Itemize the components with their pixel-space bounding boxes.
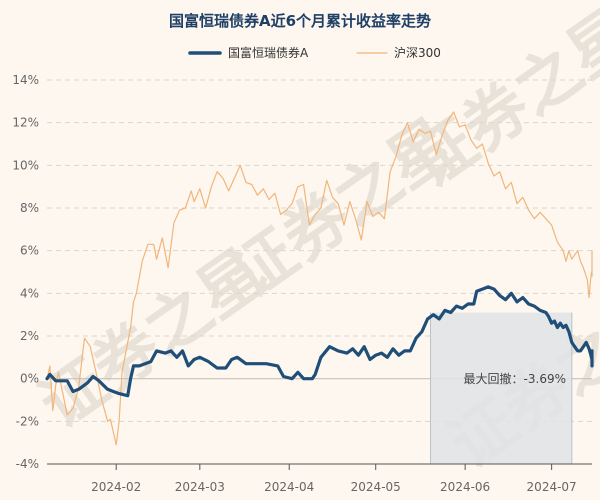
y-tick-label-6: 8% <box>20 201 39 215</box>
y-tick-label-1: -2% <box>16 414 39 428</box>
x-tick-label-3: 2024-05 <box>351 480 401 494</box>
x-tick-label-4: 2024-06 <box>440 480 490 494</box>
x-tick-label-0: 2024-02 <box>91 480 141 494</box>
y-tick-label-5: 6% <box>20 244 39 258</box>
axis-layer: -4% -2% 0% 2% 4% 6% 8% 10% 12% 14% 2024-02 2024-03 2… <box>12 73 592 494</box>
drawdown-layer: 最大回撤：-3.69% <box>430 312 573 464</box>
chart-title: 国富恒瑞债券A近6个月累计收益率走势 <box>169 12 431 30</box>
x-tick-label-2: 2024-04 <box>264 480 314 494</box>
series-line-csi300 <box>46 111 593 446</box>
legend: 国富恒瑞债券A 沪深300 <box>188 45 441 60</box>
y-tick-label-4: 4% <box>20 286 39 300</box>
y-tick-label-0: -4% <box>16 457 39 471</box>
legend-label-1: 沪深300 <box>394 46 441 60</box>
drawdown-label: 最大回撤：-3.69% <box>464 371 566 386</box>
y-tick-label-2: 0% <box>20 372 39 386</box>
y-tick-label-3: 2% <box>20 329 39 343</box>
x-tick-label-1: 2024-03 <box>175 480 225 494</box>
series-layer <box>45 111 594 446</box>
y-tick-label-8: 12% <box>12 116 39 130</box>
y-tick-label-9: 14% <box>12 73 39 87</box>
series-line-fund <box>45 285 594 398</box>
x-tick-label-5: 2024-07 <box>527 480 577 494</box>
y-tick-label-7: 10% <box>12 158 39 172</box>
legend-label-0: 国富恒瑞债券A <box>228 45 309 60</box>
drawdown-region <box>430 312 572 464</box>
